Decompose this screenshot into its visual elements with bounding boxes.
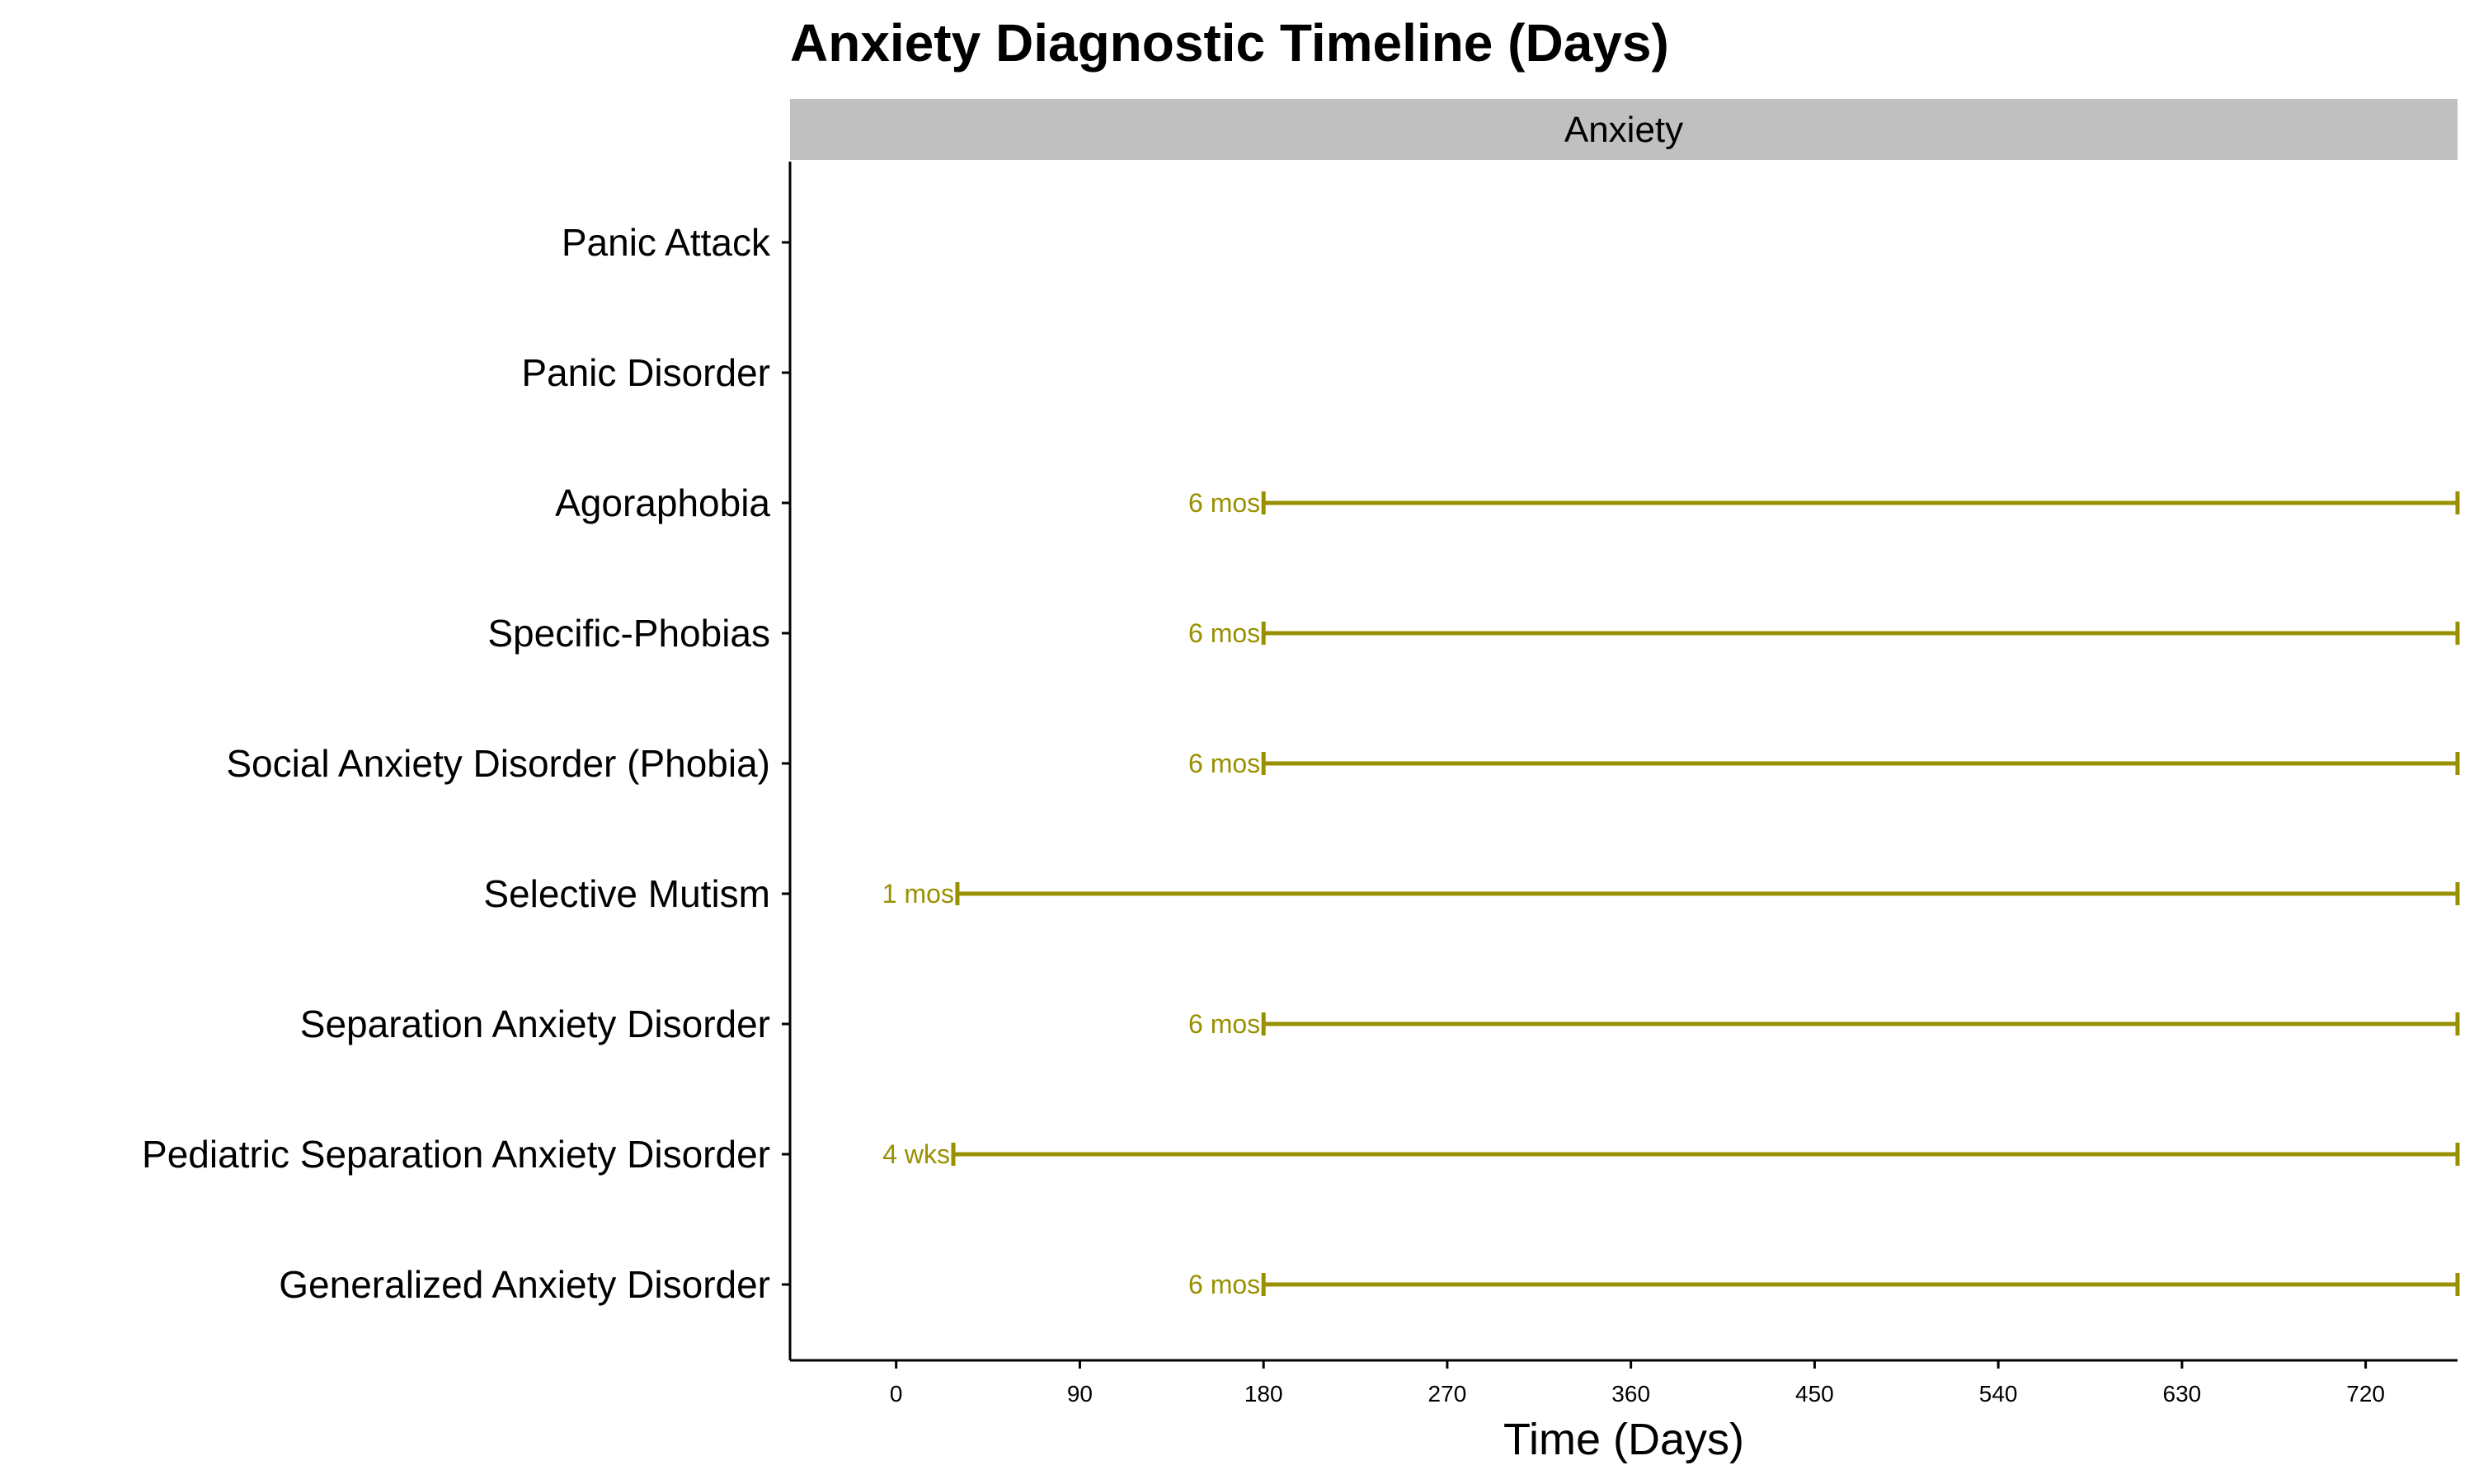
- segment-duration-label: 4 wks: [882, 1139, 950, 1169]
- y-tick-label: Separation Anxiety Disorder: [300, 1003, 770, 1045]
- x-tick-label: 720: [2346, 1381, 2385, 1407]
- y-tick-label: Specific-Phobias: [487, 612, 770, 655]
- chart-title: Anxiety Diagnostic Timeline (Days): [790, 13, 1669, 73]
- timeline-segment: 6 mos: [1188, 488, 2460, 518]
- y-tick-label: Panic Disorder: [521, 351, 770, 394]
- x-tick-label: 450: [1795, 1381, 1834, 1407]
- x-tick-label: 0: [890, 1381, 903, 1407]
- x-tick-label: 90: [1067, 1381, 1093, 1407]
- segment-duration-label: 6 mos: [1188, 488, 1260, 518]
- segment-duration-label: 6 mos: [1188, 1270, 1260, 1299]
- y-tick-label: Agoraphobia: [555, 481, 770, 524]
- y-axis: Panic Attack Panic Disorder Agoraphobia Spe…: [142, 162, 792, 1360]
- timeline-segment: 1 mos: [882, 879, 2460, 909]
- x-tick-label: 540: [1979, 1381, 2018, 1407]
- x-axis: 0 90 180 270 360 450 540 630 720: [790, 1359, 2458, 1407]
- x-tick-label: 180: [1244, 1381, 1283, 1407]
- segment-duration-label: 6 mos: [1188, 749, 1260, 778]
- x-tick-label: 270: [1428, 1381, 1467, 1407]
- segment-duration-label: 6 mos: [1188, 1009, 1260, 1039]
- segment-duration-label: 6 mos: [1188, 618, 1260, 648]
- facet-strip-background: [790, 99, 2458, 160]
- y-tick-label: Social Anxiety Disorder (Phobia): [226, 742, 770, 785]
- facet-strip-label: Anxiety: [1564, 110, 1683, 150]
- timeline-segment: 6 mos: [1188, 749, 2460, 778]
- y-tick-label: Pediatric Separation Anxiety Disorder: [142, 1133, 770, 1176]
- facet-strip: Anxiety: [790, 99, 2458, 160]
- y-tick-label: Selective Mutism: [483, 872, 770, 915]
- x-tick-label: 630: [2163, 1381, 2202, 1407]
- x-tick-label: 360: [1611, 1381, 1650, 1407]
- timeline-segment: 6 mos: [1188, 1270, 2460, 1299]
- timeline-segment: 6 mos: [1188, 618, 2460, 648]
- y-tick-label: Panic Attack: [562, 221, 771, 264]
- timeline-segment: 6 mos: [1188, 1009, 2460, 1039]
- y-tick-label: Generalized Anxiety Disorder: [279, 1263, 770, 1306]
- timeline-segment: 4 wks: [882, 1139, 2460, 1169]
- segment-duration-label: 1 mos: [882, 879, 954, 909]
- timeline-segments: 6 mos 6 mos 6 mos 1 mos 6 mos 4 wks 6 mos: [882, 488, 2460, 1299]
- x-axis-label: Time (Days): [1503, 1415, 1744, 1464]
